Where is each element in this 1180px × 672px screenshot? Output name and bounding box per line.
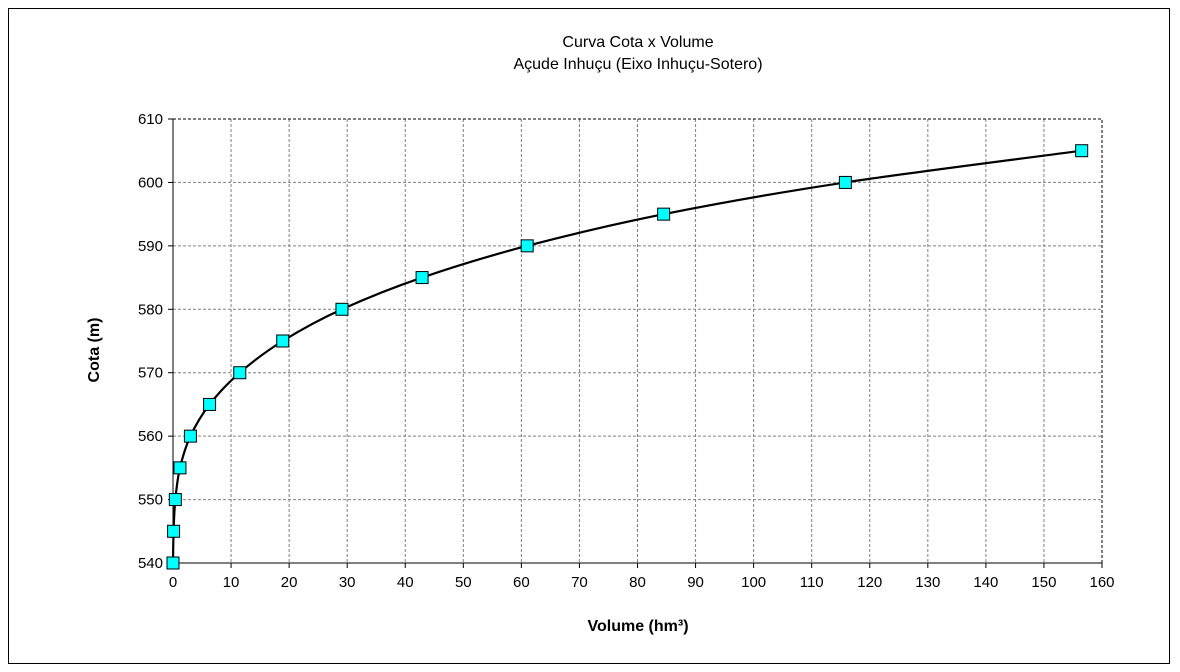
x-tick-label: 150	[1031, 574, 1056, 591]
data-point-marker	[167, 524, 181, 538]
data-point-marker	[233, 366, 247, 380]
x-tick-label: 160	[1089, 574, 1114, 591]
x-tick-label: 50	[455, 574, 472, 591]
data-point-marker	[657, 207, 671, 221]
x-tick-label: 80	[629, 574, 646, 591]
x-tick-label: 110	[800, 574, 824, 591]
data-point-marker	[168, 493, 182, 507]
y-tick-label: 600	[138, 174, 163, 191]
y-tick-label: 570	[138, 365, 163, 382]
tick-layer: 0 10 20 30 40 50 60 70 80 90 100 110 120 130 140 150 160…	[138, 111, 1115, 591]
data-point-marker	[838, 175, 852, 189]
x-tick-label: 70	[571, 574, 588, 591]
x-tick-label: 140	[973, 574, 998, 591]
y-axis-title: Cota (m)	[86, 318, 103, 383]
volume-curve-line	[171, 149, 1082, 564]
y-tick-label: 580	[138, 301, 163, 318]
y-tick-label: 550	[138, 492, 163, 509]
chart-svg: Curva Cota x Volume Açude Inhuçu (Eixo I…	[86, 34, 1115, 635]
y-tick-label: 610	[138, 111, 163, 128]
x-tick-label: 30	[339, 574, 356, 591]
data-point-marker	[1075, 144, 1089, 158]
data-point-marker	[335, 302, 349, 316]
y-tick-label: 590	[138, 238, 163, 255]
data-point-marker	[173, 461, 187, 475]
x-tick-label: 10	[223, 574, 240, 591]
y-tick-label: 560	[138, 428, 163, 445]
chart-title: Curva Cota x Volume	[562, 34, 713, 51]
data-point-marker	[183, 429, 197, 443]
x-tick-label: 90	[687, 574, 704, 591]
x-tick-label: 120	[857, 574, 882, 591]
marker-layer	[166, 144, 1089, 570]
x-tick-label: 130	[915, 574, 940, 591]
y-tick-label: 540	[138, 555, 163, 572]
x-tick-label: 60	[513, 574, 530, 591]
x-tick-label: 100	[741, 574, 766, 591]
x-tick-label: 40	[397, 574, 414, 591]
x-tick-label: 20	[281, 574, 298, 591]
x-tick-label: 0	[169, 574, 177, 591]
data-point-marker	[166, 556, 180, 570]
data-point-marker	[203, 397, 217, 411]
data-point-marker	[520, 239, 534, 253]
curve-layer	[171, 149, 1082, 564]
x-axis-title: Volume (hm³)	[587, 618, 688, 635]
chart-frame: Curva Cota x Volume Açude Inhuçu (Eixo I…	[8, 8, 1170, 664]
data-point-marker	[276, 334, 290, 348]
chart-subtitle: Açude Inhuçu (Eixo Inhuçu-Sotero)	[513, 56, 762, 73]
data-point-marker	[415, 271, 429, 285]
grid-layer	[173, 119, 1102, 563]
